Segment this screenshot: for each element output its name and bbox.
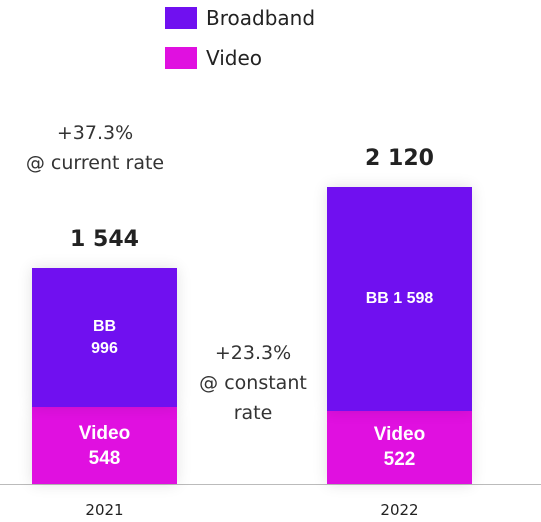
bar-segment: BB 1 598	[327, 187, 472, 411]
annotation: +23.3% @ constant rate	[199, 342, 307, 424]
total-label: 2 120	[365, 146, 434, 172]
legend-swatch	[165, 47, 197, 69]
baseline	[0, 484, 541, 485]
total-label: 1 544	[70, 226, 139, 252]
x-tick-label: 2021	[85, 501, 124, 519]
x-tick-label: 2022	[380, 501, 419, 519]
legend-label: Broadband	[206, 6, 316, 30]
legend-swatch	[165, 7, 197, 29]
bar-segment: Video 548	[32, 407, 177, 484]
legend-label: Video	[206, 46, 263, 70]
bar-segment: BB 996	[32, 267, 177, 408]
annotation: +37.3% @ current rate	[25, 122, 165, 174]
bar-segment: Video 522	[327, 410, 472, 484]
